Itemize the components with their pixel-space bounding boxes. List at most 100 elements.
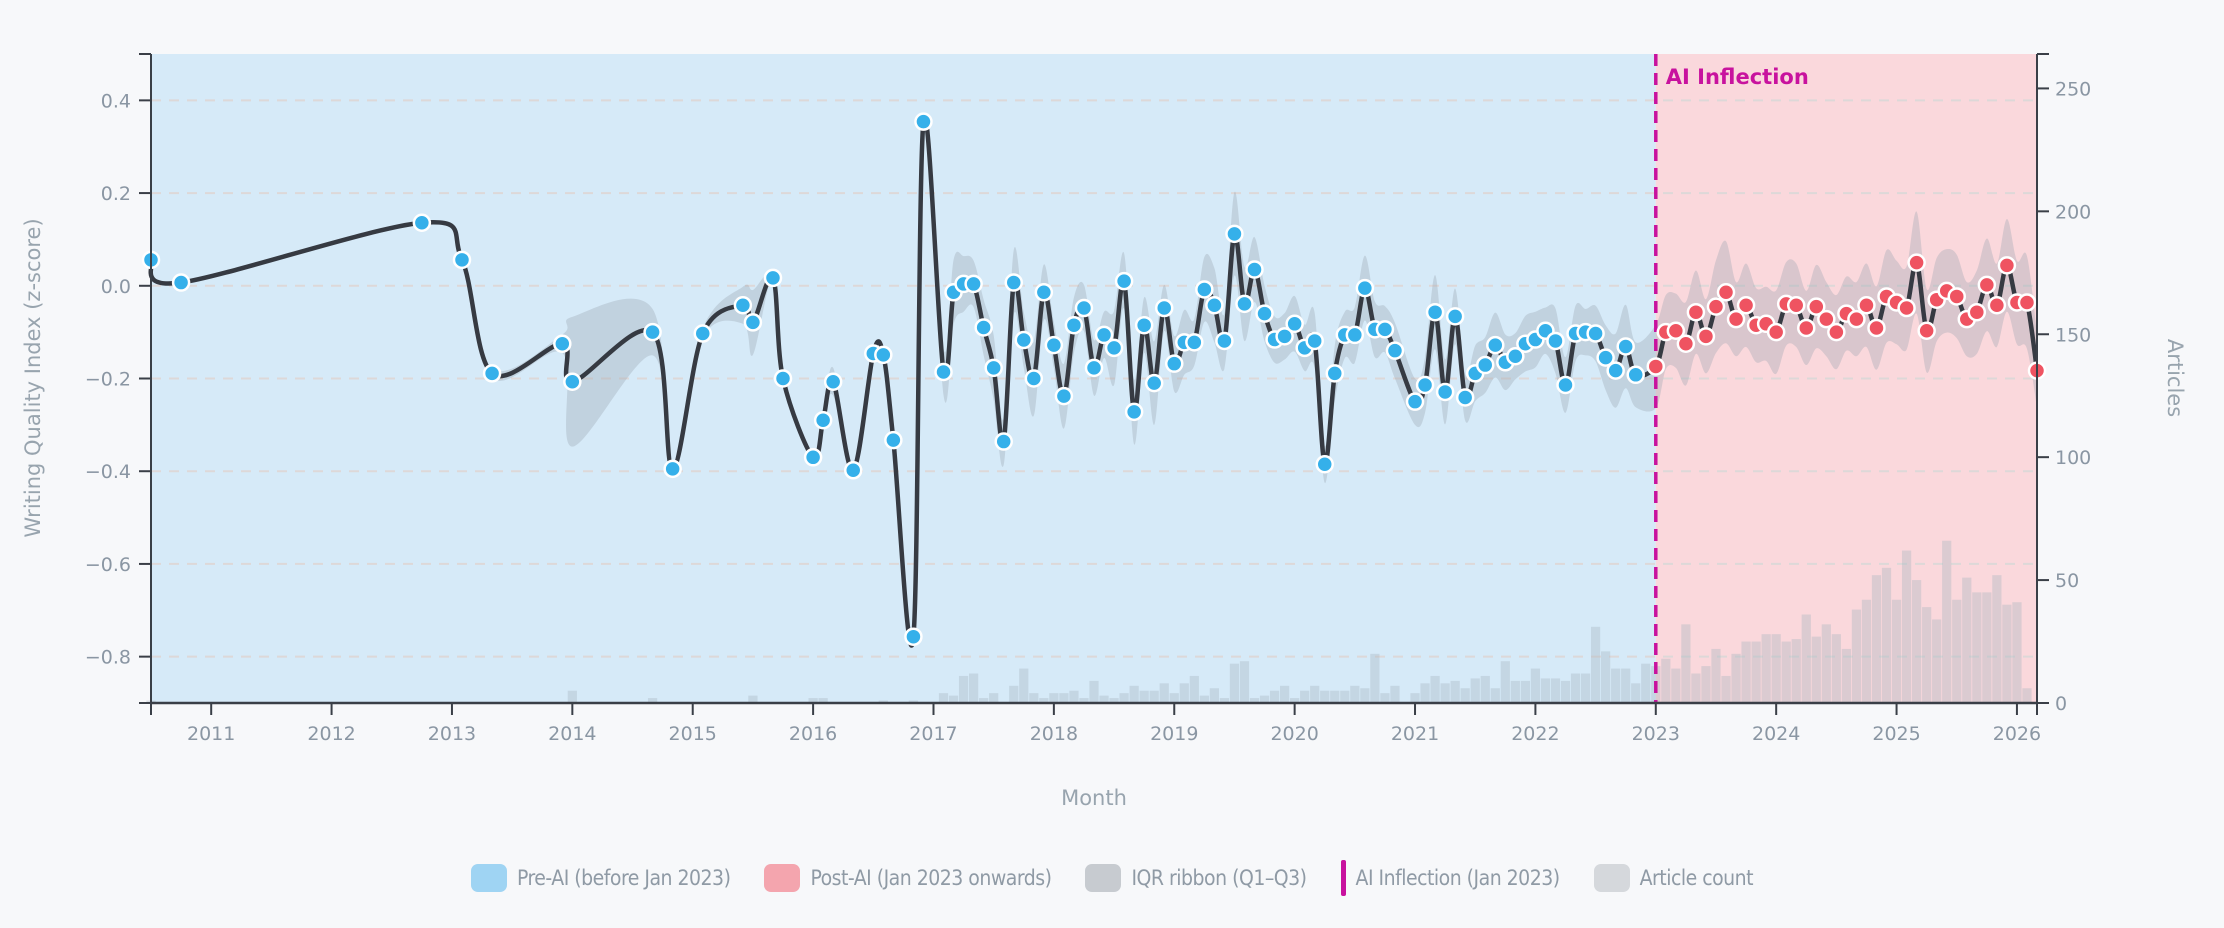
article-count-bar xyxy=(1641,663,1651,703)
pre-ai-point xyxy=(1024,369,1044,388)
legend-item-article-count[interactable]: Article count xyxy=(1593,864,1754,892)
pre-ai-point xyxy=(843,461,863,480)
post-ai-point xyxy=(1977,275,1997,295)
article-count-bar xyxy=(1069,690,1079,703)
pre-ai-point xyxy=(733,296,753,315)
pre-ai-point xyxy=(1225,224,1244,244)
article-count-bar xyxy=(1560,680,1571,703)
post-ai-point xyxy=(1666,321,1686,341)
article-count-bar xyxy=(2022,688,2032,703)
pre-ai-point xyxy=(803,448,823,467)
article-count-bar xyxy=(1350,685,1360,703)
article-count-bar xyxy=(1691,673,1701,703)
y-tick-label: 0.0 xyxy=(101,276,131,298)
iqr-swatch xyxy=(1085,864,1122,892)
post-ai-point xyxy=(1917,321,1936,341)
article-count-bar xyxy=(1912,580,1922,703)
post-ai-point xyxy=(1766,322,1786,342)
pre-ai-point xyxy=(1385,341,1405,360)
pre-ai-point xyxy=(1034,283,1054,302)
pre-ai-point xyxy=(1425,302,1445,322)
pre-ai-point xyxy=(452,250,472,270)
x-tick-label: 2020 xyxy=(1270,723,1318,745)
pre-ai-point xyxy=(643,322,662,342)
x-tick-label: 2014 xyxy=(548,723,596,745)
legend: Pre-AI (before Jan 2023) Post-AI (Jan 20… xyxy=(0,860,2224,896)
y2-tick-label: 50 xyxy=(2055,570,2079,592)
pre-ai-point xyxy=(1606,361,1625,380)
article-count-bar xyxy=(1992,575,2002,703)
article-count-bar xyxy=(1149,690,1159,703)
pre-ai-point xyxy=(1245,260,1264,279)
legend-item-post-ai[interactable]: Post-AI (Jan 2023 onwards) xyxy=(764,864,1052,892)
article-count-bar xyxy=(1049,693,1059,703)
pre-ai-point xyxy=(1205,296,1224,315)
pre-ai-point xyxy=(773,369,793,388)
pre-ai-point xyxy=(1275,327,1294,346)
article-count-bar xyxy=(1290,698,1300,703)
pre-ai-point xyxy=(663,459,682,479)
pre-ai-point xyxy=(1305,331,1324,351)
post-ai-point xyxy=(1907,253,1926,272)
pre-ai-point xyxy=(1556,375,1575,395)
article-count-bar xyxy=(567,690,577,703)
data-points xyxy=(141,112,2047,646)
legend-item-inflection[interactable]: AI Inflection (Jan 2023) xyxy=(1340,860,1560,896)
article-count-bar xyxy=(1932,619,1942,703)
article-count-bar xyxy=(979,698,989,703)
article-count-bar xyxy=(1791,639,1801,703)
pre-ai-point xyxy=(1415,375,1435,395)
pre-ai-point xyxy=(1435,382,1455,402)
article-count-bar xyxy=(1199,695,1209,703)
x-tick-label: 2019 xyxy=(1150,723,1198,745)
article-count-bar xyxy=(1219,698,1230,703)
article-count-bar xyxy=(1611,668,1621,703)
article-count-bar xyxy=(1761,634,1771,703)
pre-ai-point xyxy=(1586,324,1605,343)
article-count-bar xyxy=(1370,653,1380,703)
article-count-bar xyxy=(1590,626,1601,703)
legend-item-pre-ai[interactable]: Pre-AI (before Jan 2023) xyxy=(470,864,731,892)
article-count-bar xyxy=(1841,648,1852,703)
pre-ai-point xyxy=(1165,354,1184,373)
article-count-bar xyxy=(1279,685,1290,703)
article-count-bar xyxy=(1922,607,1932,703)
pre-ai-point xyxy=(1094,325,1114,345)
article-count-bar xyxy=(1390,685,1400,703)
legend-item-iqr[interactable]: IQR ribbon (Q1–Q3) xyxy=(1085,864,1307,892)
y-axis-title: Writing Quality Index (z-score) xyxy=(21,218,45,537)
x-tick-label: 2018 xyxy=(1030,723,1078,745)
pre-ai-point xyxy=(1325,364,1345,383)
article-count-bar xyxy=(1701,666,1711,703)
y-tick-label: −0.6 xyxy=(85,554,131,576)
article-count-bar xyxy=(1671,668,1681,703)
article-count-bar xyxy=(1119,693,1129,703)
article-count-bar xyxy=(1881,567,1892,703)
post-ai-point xyxy=(1797,318,1816,338)
article-count-bar xyxy=(1139,690,1149,703)
post-ai-swatch xyxy=(764,864,801,892)
pre-ai-point xyxy=(1486,335,1505,355)
pre-ai-point xyxy=(964,274,983,294)
pre-ai-point xyxy=(1134,315,1154,335)
pre-ai-point xyxy=(1195,280,1214,299)
pre-ai-point xyxy=(1546,331,1565,351)
article-count-bar xyxy=(1440,683,1450,703)
article-count-bar xyxy=(2012,602,2022,703)
article-count-bar xyxy=(1972,592,1982,703)
article-count-bar xyxy=(1831,634,1841,703)
article-count-bar xyxy=(1059,693,1069,703)
pre-ai-point xyxy=(553,334,572,353)
article-count-bar xyxy=(1480,675,1490,703)
article-count-bar xyxy=(1249,698,1260,703)
post-ai-point xyxy=(1867,318,1886,338)
article-count-bar xyxy=(1741,641,1751,703)
pre-ai-swatch xyxy=(470,864,507,892)
article-count-bar xyxy=(969,673,979,703)
y2-tick-label: 200 xyxy=(2055,201,2091,223)
article-count-bar xyxy=(1851,609,1862,703)
article-count-bar xyxy=(1079,698,1089,703)
pre-ai-point xyxy=(1144,373,1164,393)
pre-ai-point xyxy=(994,432,1013,451)
